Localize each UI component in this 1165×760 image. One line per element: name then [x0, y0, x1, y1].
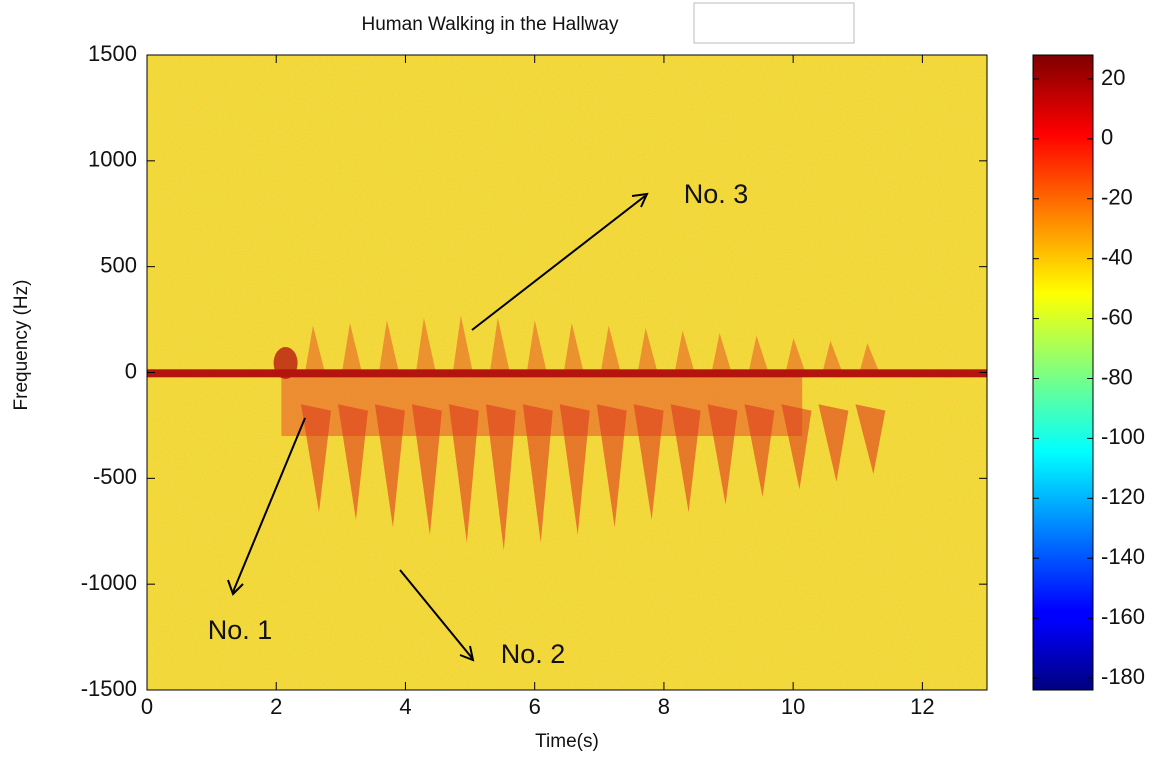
streak	[781, 404, 812, 490]
streak	[744, 404, 775, 497]
streak	[411, 404, 442, 536]
spectrogram-image	[147, 55, 987, 690]
streak	[637, 328, 658, 373]
colorbar-tick-label: 20	[1101, 65, 1125, 90]
zero-line	[147, 369, 987, 378]
streak	[378, 320, 399, 373]
y-tick-label: 500	[100, 252, 137, 277]
y-axis-label: Frequency (Hz)	[11, 280, 32, 411]
streak	[600, 325, 621, 373]
streak	[559, 404, 590, 536]
colorbar-tick-label: -80	[1101, 364, 1133, 389]
annotation: No. 1	[208, 615, 273, 645]
colorbar-tick-label: -60	[1101, 304, 1133, 329]
streak	[305, 325, 325, 373]
x-tick-label: 12	[910, 694, 934, 719]
streak	[374, 404, 405, 528]
streak	[526, 320, 547, 373]
arrow-head	[631, 192, 649, 208]
streak	[785, 338, 806, 373]
x-tick-label: 6	[529, 694, 541, 719]
streak	[485, 404, 516, 551]
arrow	[471, 195, 646, 331]
streak	[341, 322, 362, 373]
streak	[707, 404, 738, 505]
streak	[674, 330, 695, 373]
x-axis-label: Time(s)	[535, 731, 599, 752]
colorbar-tick-label: -20	[1101, 185, 1133, 210]
colorbar-tick-label: -40	[1101, 244, 1133, 269]
x-tick-label: 10	[781, 694, 805, 719]
streak	[633, 404, 664, 520]
colorbar-tick-label: -160	[1101, 604, 1145, 629]
y-tick-label: 0	[125, 358, 137, 383]
arrow-head	[227, 579, 244, 596]
annotation: No. 3	[684, 179, 749, 209]
streak	[301, 404, 331, 513]
arrow-head	[459, 645, 475, 662]
y-tick-label: -1000	[81, 570, 137, 595]
arrow	[232, 417, 306, 593]
colorbar-tick-label: -140	[1101, 544, 1145, 569]
colorbar-tick-label: -120	[1101, 484, 1145, 509]
annotation: No. 2	[501, 639, 566, 669]
x-tick-label: 0	[141, 694, 153, 719]
x-tick-label: 2	[270, 694, 282, 719]
streak	[822, 340, 843, 373]
y-tick-label: -500	[93, 464, 137, 489]
streak	[415, 317, 436, 373]
y-tick-label: -1500	[81, 676, 137, 701]
chart-title: Human Walking in the Hallway	[362, 14, 619, 35]
streak	[859, 343, 880, 373]
arrows	[227, 192, 649, 662]
title-input-box	[693, 2, 855, 44]
colorbar-tick-label: -180	[1101, 664, 1145, 689]
streak	[748, 335, 769, 373]
streak	[452, 315, 473, 373]
streak	[448, 404, 479, 543]
colorbar-tick-label: -100	[1101, 424, 1145, 449]
colorbar-tick-label: 0	[1101, 125, 1113, 150]
streak	[522, 404, 553, 543]
y-tick-label: 1500	[88, 41, 137, 66]
streak	[818, 404, 849, 482]
streak	[337, 404, 368, 520]
colorbar	[1032, 54, 1094, 691]
streak	[855, 404, 886, 475]
streak	[489, 317, 510, 373]
streak	[563, 322, 584, 373]
streak	[596, 404, 627, 528]
x-tick-label: 4	[399, 694, 411, 719]
streak	[670, 404, 701, 513]
streak	[711, 333, 732, 373]
x-tick-label: 8	[658, 694, 670, 719]
y-tick-label: 1000	[88, 147, 137, 172]
arrow	[399, 569, 473, 659]
